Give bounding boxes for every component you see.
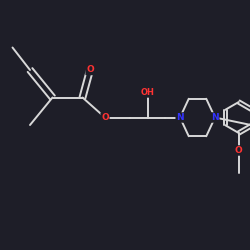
Text: OH: OH [140,88,154,97]
Text: N: N [176,113,184,122]
Text: O: O [86,66,94,74]
Text: O: O [101,113,109,122]
Text: O: O [235,146,243,155]
Text: N: N [211,113,219,122]
